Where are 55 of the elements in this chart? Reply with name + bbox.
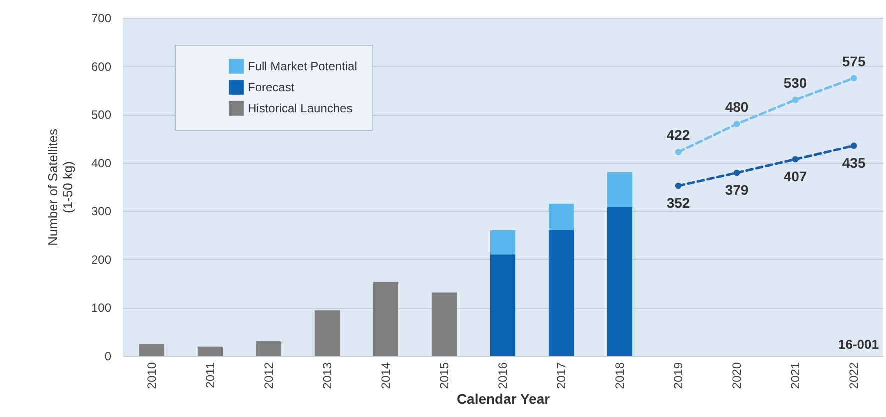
y-tick-label: 100 <box>91 301 112 316</box>
y-tick-label: 0 <box>104 350 112 364</box>
x-tick-label: 2013 <box>320 362 334 390</box>
bar <box>607 172 633 208</box>
bar <box>548 204 574 230</box>
x-tick-label: 2012 <box>262 362 276 390</box>
bar <box>548 230 574 356</box>
bar <box>198 346 224 356</box>
x-tick-label: 2016 <box>496 362 510 390</box>
annotation: 16-001 <box>838 337 879 352</box>
data-label: 530 <box>784 75 808 92</box>
data-label: 422 <box>666 127 690 144</box>
x-tick-label: 2010 <box>144 362 159 390</box>
x-tick-label: 2020 <box>730 362 744 390</box>
data-label: 407 <box>784 168 808 184</box>
x-tick-label: 2015 <box>437 362 452 390</box>
point <box>850 142 858 150</box>
bar <box>373 282 399 356</box>
point <box>675 149 682 156</box>
y-tick-label: 300 <box>91 204 112 219</box>
y-axis-title: Number of Satellites (1-50 kg) <box>45 128 76 246</box>
legend-label: Historical Launches <box>248 102 353 116</box>
bar <box>139 344 165 356</box>
x-axis-title: Calendar Year <box>456 391 551 408</box>
point <box>734 170 740 176</box>
data-label: 575 <box>842 53 866 70</box>
bar <box>607 207 633 356</box>
bar <box>432 292 458 356</box>
x-tick-label: 2018 <box>613 362 628 390</box>
legend-label: Forecast <box>248 80 296 94</box>
point <box>850 75 858 82</box>
x-tick-label: 2017 <box>554 362 569 390</box>
point <box>792 156 799 163</box>
point <box>675 182 682 190</box>
x-tick-label: 2022 <box>847 362 862 390</box>
y-tick-label: 700 <box>91 12 112 26</box>
y-tick-label: 200 <box>91 252 112 267</box>
y-tick-label: 500 <box>91 108 112 122</box>
data-label: 352 <box>666 195 690 212</box>
bar <box>490 230 516 255</box>
x-tick-label: 2011 <box>203 362 218 388</box>
x-tick-label: 2019 <box>672 362 686 390</box>
x-tick-label: 2021 <box>788 362 803 390</box>
point <box>734 121 740 128</box>
point <box>792 96 799 104</box>
bar <box>314 310 340 356</box>
y-tick-label: 400 <box>91 156 112 170</box>
data-label: 435 <box>842 154 866 171</box>
data-label: 480 <box>725 99 749 116</box>
x-tick-label: 2014 <box>378 362 393 390</box>
data-label: 379 <box>725 182 749 198</box>
bar <box>256 342 282 356</box>
y-tick-label: 600 <box>91 60 112 74</box>
legend-label: Full Market Potential <box>248 60 358 74</box>
bar <box>490 254 516 356</box>
